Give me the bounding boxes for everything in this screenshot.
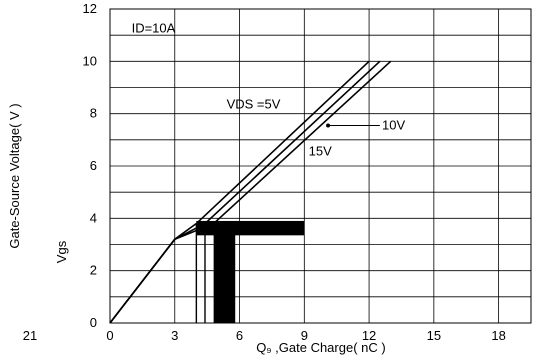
y-tick-label: 8 <box>90 106 97 121</box>
annotation-marker-10v <box>326 123 331 128</box>
miller-plateau <box>195 220 305 323</box>
y-tick-label: 4 <box>90 210 97 225</box>
y-tick-label: 10 <box>83 53 97 68</box>
x-tick-label: 9 <box>301 328 308 343</box>
annotation-label: 15V <box>309 144 332 159</box>
y-tick-label: 6 <box>90 158 97 173</box>
x-tick-label: 18 <box>491 328 505 343</box>
x-tick-label: 12 <box>362 328 376 343</box>
series-line-15v <box>109 60 392 324</box>
annotations: ID=10A VDS =5V 10V 15V <box>132 21 406 159</box>
annotation-label: ID=10A <box>132 21 176 36</box>
x-tick-label: 15 <box>427 328 441 343</box>
tick-labels: 0 3 6 9 12 15 18 0 2 4 6 8 10 12 <box>83 1 506 343</box>
y-tick-label: 2 <box>90 263 97 278</box>
series-lines <box>109 60 392 324</box>
grid <box>109 8 532 324</box>
plateau-fill-bar <box>213 223 236 323</box>
y-axis-symbol: Vgs <box>54 240 69 263</box>
y-tick-label: 0 <box>90 315 97 330</box>
x-tick-label: 6 <box>236 328 243 343</box>
plateau-band <box>196 220 305 236</box>
annotation-label: VDS =5V <box>227 96 281 111</box>
y-axis-label: Gate-Source Voltage( V ) <box>7 103 22 248</box>
x-tick-label: 3 <box>171 328 178 343</box>
x-tick-label: 0 <box>106 328 113 343</box>
annotation-label: 10V <box>382 117 405 132</box>
x-extra-tick-label: 21 <box>23 328 37 343</box>
y-tick-label: 12 <box>83 1 97 16</box>
x-axis-label: Q₉ ,Gate Charge( nC ) <box>256 340 385 355</box>
